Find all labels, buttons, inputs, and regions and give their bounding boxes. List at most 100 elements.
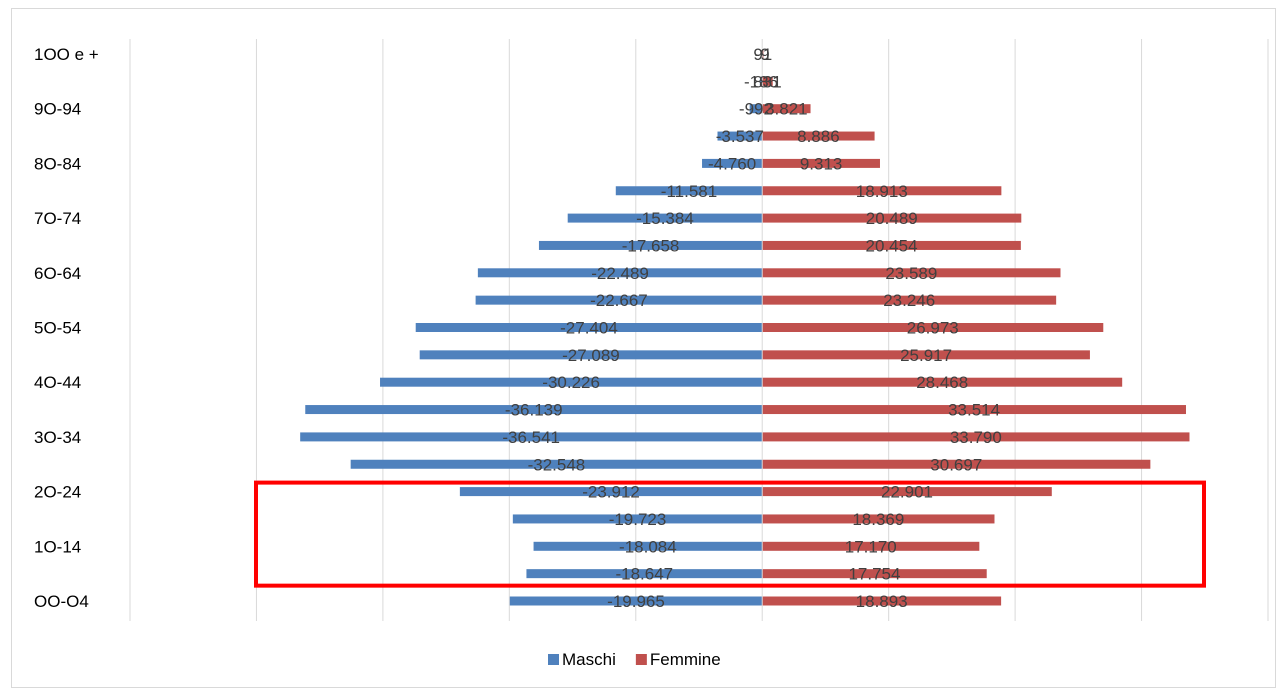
bar-maschi-9O-94 <box>749 104 763 114</box>
bar-maschi-3O-34 <box>300 432 763 442</box>
bar-femmine-5O-54 <box>762 323 1104 332</box>
data-label: 17.170 <box>845 537 897 556</box>
bar-femmine-8O-84 <box>762 158 880 168</box>
bar-maschi-6O-64 <box>477 268 763 278</box>
bar-femmine-35-39 <box>762 405 1186 415</box>
data-label: 18.369 <box>852 510 904 529</box>
category-label: 3O-34 <box>34 428 81 447</box>
bar-maschi-2O-24 <box>459 487 763 497</box>
data-label: -23.912 <box>582 483 640 502</box>
category-label: 7O-74 <box>34 209 81 228</box>
data-label: -15.384 <box>636 209 694 228</box>
bar-maschi-15-19 <box>512 514 763 524</box>
bar-femmine-25-29 <box>762 459 1151 469</box>
data-label: 18.893 <box>856 592 908 611</box>
bar-femmine-2O-24 <box>762 487 1052 497</box>
bar-femmine-1O-14 <box>762 541 980 551</box>
bar-maschi-55-59 <box>475 295 763 305</box>
data-label: 17.754 <box>848 565 900 584</box>
chart-frame: -19.965 -18.647 -18.084 -19.723 -23.912 -32.5… <box>11 8 1276 688</box>
data-label: -186 <box>744 72 778 91</box>
category-label: OO-O4 <box>34 592 89 611</box>
data-label: 33.514 <box>948 401 1000 420</box>
data-label: -11.581 <box>661 182 717 201</box>
bar-femmine-65-69 <box>762 240 1021 250</box>
bar-femmine-OO-O4 <box>762 596 1002 606</box>
bar-femmine-95-99 <box>762 76 773 86</box>
bar-maschi-45-49 <box>419 350 763 360</box>
bar-femmine-O5-O9 <box>762 569 987 579</box>
bar-maschi-75-79 <box>615 186 763 196</box>
bar-maschi-O5-O9 <box>526 569 763 579</box>
data-label: -22.667 <box>590 291 648 310</box>
bar-maschi-8O-84 <box>702 158 763 168</box>
bar-femmine-3O-34 <box>762 432 1190 442</box>
bar-femmine-75-79 <box>762 186 1002 196</box>
category-label: 1OO e + <box>34 45 99 64</box>
data-label: 22.901 <box>881 483 933 502</box>
data-label: -30.226 <box>542 373 600 392</box>
bar-femmine-1OO e + <box>762 49 764 59</box>
bar-maschi-4O-44 <box>380 377 763 387</box>
bar-femmine-9O-94 <box>762 104 811 114</box>
data-label: 23.589 <box>885 264 937 283</box>
data-label: 25.917 <box>900 346 952 365</box>
category-labels: OO-O4 1O-14 2O-24 3O-34 4O-44 5O-54 6O-64 7O-74… <box>34 45 99 611</box>
bar-femmine-85-89 <box>762 131 875 141</box>
data-label: 9.313 <box>800 154 843 173</box>
data-label: 33.790 <box>950 428 1002 447</box>
data-label: -36.541 <box>502 428 560 447</box>
bar-femmine-55-59 <box>762 295 1057 305</box>
data-label: 18.913 <box>856 182 908 201</box>
highlight-rectangle <box>254 480 1206 588</box>
population-pyramid-chart: -19.965 -18.647 -18.084 -19.723 -23.912 -32.5… <box>34 39 1269 669</box>
data-label: -17.658 <box>622 236 680 255</box>
highlight-box <box>254 480 1206 588</box>
data-label: 20.489 <box>866 209 918 228</box>
bar-maschi-85-89 <box>717 131 763 141</box>
data-label: 3.821 <box>765 100 808 119</box>
data-label: -3.537 <box>716 127 764 146</box>
bar-maschi-65-69 <box>538 240 763 250</box>
category-label: 4O-44 <box>34 373 81 392</box>
bar-maschi-5O-54 <box>415 323 763 332</box>
legend: Maschi Femmine <box>548 650 721 669</box>
legend-label-maschi: Maschi <box>562 650 616 669</box>
data-label: 23.246 <box>883 291 935 310</box>
category-label: 1O-14 <box>34 537 81 556</box>
data-label: 91 <box>753 45 772 64</box>
data-label: -18.084 <box>619 537 677 556</box>
legend-label-femmine: Femmine <box>650 650 721 669</box>
data-label: -27.404 <box>560 319 618 338</box>
data-label: -992 <box>739 100 773 119</box>
data-label: 831 <box>753 72 781 91</box>
data-labels: -19.965 -18.647 -18.084 -19.723 -23.912 -32.5… <box>502 45 1001 611</box>
bar-femmine-6O-64 <box>762 268 1061 278</box>
data-label: -18.647 <box>615 565 673 584</box>
data-label: 26.973 <box>907 319 959 338</box>
category-label: 6O-64 <box>34 264 81 283</box>
category-label: 5O-54 <box>34 319 81 338</box>
data-label: 20.454 <box>866 236 918 255</box>
data-label: -32.548 <box>528 455 586 474</box>
data-label: -27.089 <box>562 346 620 365</box>
data-label: -9 <box>755 45 770 64</box>
legend-swatch-femmine <box>635 654 647 665</box>
bars <box>300 49 1190 606</box>
category-label: 9O-94 <box>34 100 81 119</box>
bar-maschi-35-39 <box>305 405 763 415</box>
bar-femmine-7O-74 <box>762 213 1022 223</box>
bar-femmine-45-49 <box>762 350 1090 360</box>
bar-maschi-7O-74 <box>567 213 763 223</box>
bar-femmine-4O-44 <box>762 377 1123 387</box>
category-label: 8O-84 <box>34 154 81 173</box>
bar-maschi-1O-14 <box>533 541 763 551</box>
bar-maschi-25-29 <box>350 459 763 469</box>
data-label: 30.697 <box>930 455 982 474</box>
data-label: 8.886 <box>797 127 840 146</box>
legend-swatch-maschi <box>548 654 559 665</box>
data-label: 28.468 <box>916 373 968 392</box>
bar-femmine-15-19 <box>762 514 995 524</box>
data-label: -19.965 <box>607 592 665 611</box>
bar-maschi-95-99 <box>759 76 763 86</box>
